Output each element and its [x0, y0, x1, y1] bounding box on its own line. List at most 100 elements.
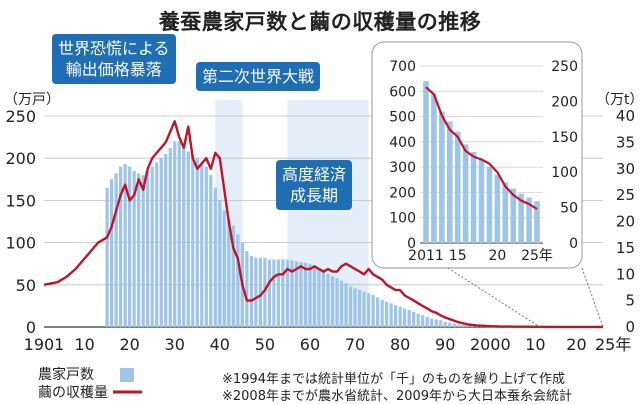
bar	[349, 286, 352, 327]
bar	[277, 259, 280, 327]
inset-bar	[479, 160, 485, 243]
bar	[358, 290, 361, 327]
bar	[196, 158, 199, 327]
x-tick-label: 10	[74, 335, 94, 354]
bar	[105, 188, 108, 327]
inset-bar	[487, 167, 493, 243]
y-left-tick-label: 100	[5, 234, 36, 253]
inset-y-right-tick-label: 50	[560, 201, 578, 217]
callout-line: 成長期	[282, 185, 346, 206]
bar	[110, 179, 113, 327]
y-right-tick-label: 35	[616, 133, 635, 151]
inset-x-tick-label: 2011	[408, 248, 444, 264]
bar	[245, 251, 248, 327]
x-tick-label: 50	[255, 335, 275, 354]
bar	[426, 317, 429, 327]
inset-y-right-tick-label: 0	[569, 236, 578, 252]
bar	[362, 292, 365, 327]
bar	[331, 276, 334, 327]
bar	[304, 263, 307, 327]
x-tick-label: 10	[525, 335, 545, 354]
bar	[250, 256, 253, 327]
y-right-tick-label: 5	[625, 292, 635, 310]
callout-line: 第二次世界大戦	[202, 67, 314, 86]
bar	[236, 234, 239, 327]
inset-bar	[471, 152, 477, 243]
bar	[308, 264, 311, 327]
callout-line: 世界恐慌による	[58, 38, 170, 59]
legend-label-bars: 農家戸数	[38, 364, 94, 384]
bar	[173, 141, 176, 327]
leader-line	[448, 268, 540, 327]
inset-chart: 0100200300400500600700050100150200250201…	[372, 42, 582, 268]
inset-y-left-tick-label: 100	[389, 211, 416, 227]
inset-y-right-tick-label: 100	[551, 165, 578, 181]
y-left-tick-label: 150	[5, 191, 36, 210]
bar	[326, 274, 329, 327]
inset-bar	[431, 94, 437, 243]
y-right-tick-label: 10	[616, 265, 635, 283]
inset-y-right-tick-label: 150	[551, 130, 578, 146]
x-tick-label: 20	[566, 335, 586, 354]
inset-frame	[372, 42, 582, 268]
bar	[160, 158, 163, 327]
inset-y-left-tick-label: 500	[389, 110, 416, 126]
bar	[394, 305, 397, 327]
inset-bar	[439, 112, 445, 243]
bar	[128, 167, 131, 327]
y-left-tick-label: 200	[5, 149, 36, 168]
y-left-tick-label: 50	[16, 276, 36, 295]
y-left-tick-label: 250	[5, 107, 36, 126]
bar	[380, 300, 383, 327]
bar	[353, 288, 356, 327]
bar	[164, 154, 167, 327]
bar	[439, 320, 442, 327]
inset-leader-lines	[448, 268, 603, 327]
inset-bar	[495, 175, 501, 243]
bar	[178, 141, 181, 327]
y-right-unit: （万t）	[596, 92, 640, 108]
bar	[403, 308, 406, 327]
x-tick-label: 40	[210, 335, 230, 354]
legend	[113, 368, 142, 392]
y-right-tick-label: 30	[616, 160, 635, 178]
legend-swatch-bars	[120, 368, 134, 382]
inset-y-right-tick-label: 250	[551, 59, 578, 75]
x-tick-label: 25年	[595, 335, 631, 354]
bar	[218, 200, 221, 327]
bar	[408, 310, 411, 327]
bar	[376, 297, 379, 327]
inset-bar	[423, 81, 429, 243]
bar	[169, 148, 172, 327]
bar	[115, 173, 118, 327]
inset-y-left-tick-label: 300	[389, 160, 416, 176]
x-tick-label: 90	[435, 335, 455, 354]
bar	[457, 324, 460, 327]
bar	[444, 322, 447, 327]
x-tick-label: 80	[390, 335, 410, 354]
bar	[182, 146, 185, 327]
bar	[335, 278, 338, 327]
bar	[272, 259, 275, 327]
inset-bar	[463, 144, 469, 243]
bar	[214, 188, 217, 327]
inset-x-tick-label: 15	[449, 248, 467, 264]
inset-y-left-tick-label: 600	[389, 84, 416, 100]
y-right-tick-label: 25	[616, 186, 635, 204]
x-tick-label: 20	[119, 335, 139, 354]
bar	[191, 154, 194, 327]
bar	[453, 324, 456, 327]
inset-y-left-tick-label: 700	[389, 59, 416, 75]
x-tick-label: 30	[165, 335, 185, 354]
bar	[223, 211, 226, 327]
y-left-unit: （万戸）	[4, 92, 60, 108]
bar	[281, 259, 284, 327]
inset-bar	[455, 132, 461, 243]
bar	[299, 262, 302, 327]
bar	[421, 315, 424, 327]
legend-label-line: 繭の収穫量	[38, 382, 108, 402]
bar	[371, 295, 374, 327]
bar	[448, 323, 451, 327]
callout-ww2: 第二次世界大戦	[196, 62, 320, 91]
x-tick-label: 70	[345, 335, 365, 354]
